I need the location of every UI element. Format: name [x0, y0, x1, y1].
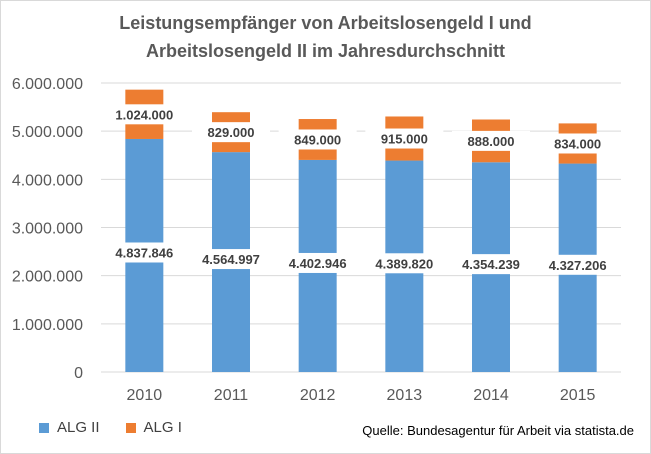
- source-note: Quelle: Bundesagentur für Arbeit via sta…: [362, 423, 634, 438]
- data-label-alg-i: 829.000: [208, 125, 255, 140]
- data-label-alg-ii: 4.327.206: [549, 258, 607, 273]
- legend-label-alg-i: ALG I: [143, 419, 182, 436]
- x-tick-label: 2011: [214, 387, 249, 404]
- data-label-alg-ii: 4.354.239: [462, 257, 520, 272]
- y-tick-label: 4.000.000: [12, 172, 83, 189]
- data-label-box-alg-ii: [535, 254, 620, 275]
- data-label-box-alg-ii: [189, 249, 273, 270]
- chart-title-line-1: Leistungsempfänger von Arbeitslosengeld …: [119, 13, 532, 33]
- data-label-box-alg-i: [278, 129, 357, 150]
- data-label-box-alg-i: [365, 128, 444, 149]
- x-tick-label: 2014: [473, 387, 509, 404]
- legend-item-alg-ii: ALG II: [39, 419, 100, 436]
- data-label-alg-i: 849.000: [294, 132, 341, 147]
- legend-swatch-alg-ii: [39, 422, 49, 433]
- y-tick-label: 3.000.000: [12, 221, 83, 238]
- legend-item-alg-i: ALG I: [125, 419, 182, 436]
- data-label-box-alg-i: [452, 130, 530, 151]
- chart-title: Leistungsempfänger von Arbeitslosengeld …: [1, 9, 650, 65]
- chart-legend: ALG II ALG I: [39, 419, 208, 436]
- data-label-box-alg-i: [538, 133, 617, 154]
- data-label-alg-i: 888.000: [468, 134, 515, 149]
- y-tick-label: 1.000.000: [12, 317, 83, 334]
- data-label-box-alg-ii: [449, 254, 533, 275]
- legend-swatch-alg-i: [125, 422, 136, 433]
- data-label-alg-i: 915.000: [381, 132, 428, 147]
- data-label-box-alg-ii: [275, 252, 360, 273]
- data-label-alg-ii: 4.564.997: [202, 252, 260, 267]
- x-tick-label: 2010: [127, 387, 163, 404]
- y-tick-label: 5.000.000: [12, 124, 83, 141]
- data-label-box-alg-ii: [102, 242, 187, 263]
- x-tick-label: 2015: [560, 387, 596, 404]
- data-label-box-alg-i: [105, 104, 184, 125]
- x-tick-label: 2013: [387, 387, 423, 404]
- data-label-alg-ii: 4.402.946: [289, 256, 347, 271]
- data-label-alg-ii: 4.837.846: [115, 245, 173, 260]
- data-label-box-alg-i: [192, 122, 270, 143]
- data-label-box-alg-ii: [362, 253, 447, 274]
- y-tick-label: 6.000.000: [12, 76, 83, 93]
- y-tick-label: 0: [74, 365, 83, 382]
- data-label-alg-i: 1.024.000: [115, 107, 173, 122]
- x-tick-label: 2012: [300, 387, 336, 404]
- y-tick-label: 2.000.000: [12, 269, 83, 286]
- data-label-alg-ii: 4.389.820: [375, 256, 433, 271]
- chart-title-line-2: Arbeitslosengeld II im Jahresdurchschnit…: [145, 41, 506, 61]
- data-label-alg-i: 834.000: [554, 136, 601, 151]
- legend-label-alg-ii: ALG II: [57, 419, 100, 436]
